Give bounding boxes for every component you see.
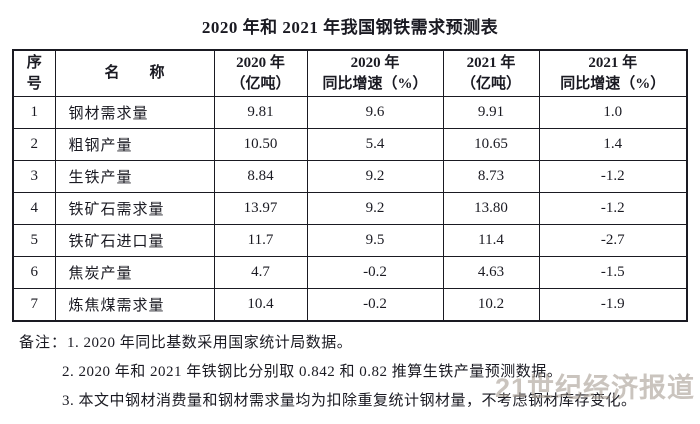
header-2020-growth-line2: 同比增速（%） — [322, 75, 428, 92]
header-2020-amount: 2020 年 （亿吨） — [213, 49, 308, 97]
cell-2021-amount: 10.2 — [442, 288, 540, 322]
header-name: 名 称 — [54, 49, 215, 97]
table-row: 4 铁矿石需求量 13.97 9.2 13.80 -1.2 — [12, 192, 688, 225]
header-2021-growth-line2: 同比增速（%） — [560, 75, 666, 92]
header-2020-amount-line2: （亿吨） — [230, 75, 291, 92]
cell-2021-amount: 8.73 — [442, 160, 540, 193]
cell-index: 6 — [12, 256, 56, 289]
header-2021-growth: 2021 年 同比增速（%） — [538, 49, 688, 97]
note-item: 2. 2020 年和 2021 年铁钢比分别取 0.842 和 0.82 推算生… — [62, 364, 563, 380]
header-2021-growth-line1: 2021 年 — [588, 55, 638, 72]
cell-index: 1 — [12, 96, 56, 129]
header-index-line1: 序 — [26, 55, 42, 72]
table-row: 7 炼焦煤需求量 10.4 -0.2 10.2 -1.9 — [12, 288, 688, 322]
cell-2021-growth: -1.5 — [538, 256, 688, 289]
cell-2021-amount: 11.4 — [442, 224, 540, 257]
cell-name: 炼焦煤需求量 — [54, 288, 215, 322]
cell-2020-amount: 8.84 — [213, 160, 308, 193]
cell-2020-amount: 11.7 — [213, 224, 308, 257]
cell-name: 焦炭产量 — [54, 256, 215, 289]
header-2020-growth: 2020 年 同比增速（%） — [306, 49, 444, 97]
table-row: 2 粗钢产量 10.50 5.4 10.65 1.4 — [12, 128, 688, 161]
cell-2021-growth: -2.7 — [538, 224, 688, 257]
cell-2020-growth: 9.2 — [306, 192, 444, 225]
notes-label: 备注： — [19, 335, 68, 351]
cell-2020-amount: 4.7 — [213, 256, 308, 289]
cell-name: 铁矿石需求量 — [54, 192, 215, 225]
header-row: 序 号 名 称 2020 年 （亿吨） 2020 年 同比增速（%） 2021 … — [12, 49, 688, 97]
forecast-table: 序 号 名 称 2020 年 （亿吨） 2020 年 同比增速（%） 2021 … — [12, 49, 688, 322]
table-row: 3 生铁产量 8.84 9.2 8.73 -1.2 — [12, 160, 688, 193]
cell-name: 生铁产量 — [54, 160, 215, 193]
cell-index: 5 — [12, 224, 56, 257]
cell-2020-growth: 9.2 — [306, 160, 444, 193]
cell-2020-amount: 10.4 — [213, 288, 308, 322]
cell-index: 4 — [12, 192, 56, 225]
table-row: 6 焦炭产量 4.7 -0.2 4.63 -1.5 — [12, 256, 688, 289]
cell-2020-amount: 10.50 — [213, 128, 308, 161]
cell-name: 钢材需求量 — [54, 96, 215, 129]
cell-2020-growth: -0.2 — [306, 256, 444, 289]
note-item: 备注：1. 2020 年同比基数采用国家统计局数据。 — [19, 329, 700, 358]
note-text: 1. 2020 年同比基数采用国家统计局数据。 — [67, 335, 353, 351]
cell-2020-amount: 9.81 — [213, 96, 308, 129]
cell-2020-growth: 5.4 — [306, 128, 444, 161]
note-item: 3. 本文中钢材消费量和钢材需求量均为扣除重复统计钢材量，不考虑钢材库存变化。 — [62, 393, 637, 409]
header-2020-amount-line1: 2020 年 — [236, 55, 285, 72]
cell-name: 粗钢产量 — [54, 128, 215, 161]
table-header: 序 号 名 称 2020 年 （亿吨） 2020 年 同比增速（%） 2021 … — [12, 49, 688, 97]
cell-2021-growth: -1.2 — [538, 160, 688, 193]
cell-name: 铁矿石进口量 — [54, 224, 215, 257]
cell-index: 2 — [12, 128, 56, 161]
cell-2021-growth: 1.4 — [538, 128, 688, 161]
page-title: 2020 年和 2021 年我国钢铁需求预测表 — [201, 18, 499, 37]
header-index: 序 号 — [12, 49, 56, 97]
cell-2021-amount: 13.80 — [442, 192, 540, 225]
cell-2020-growth: 9.6 — [306, 96, 444, 129]
table-body: 1 钢材需求量 9.81 9.6 9.91 1.0 2 粗钢产量 10.50 5… — [12, 96, 688, 322]
header-2020-growth-line1: 2020 年 — [350, 55, 400, 72]
table-row: 1 钢材需求量 9.81 9.6 9.91 1.0 — [12, 96, 688, 129]
header-2021-amount-line2: （亿吨） — [460, 75, 521, 92]
cell-2021-growth: 1.0 — [538, 96, 688, 129]
cell-2020-amount: 13.97 — [213, 192, 308, 225]
cell-2020-growth: 9.5 — [306, 224, 444, 257]
cell-2021-growth: -1.9 — [538, 288, 688, 322]
table-row: 5 铁矿石进口量 11.7 9.5 11.4 -2.7 — [12, 224, 688, 257]
cell-index: 7 — [12, 288, 56, 322]
header-2021-amount-line1: 2021 年 — [466, 55, 516, 72]
cell-2020-growth: -0.2 — [306, 288, 444, 322]
header-index-line2: 号 — [26, 75, 42, 92]
notes: 备注：1. 2020 年同比基数采用国家统计局数据。 2. 2020 年和 20… — [19, 329, 700, 416]
header-2021-amount: 2021 年 （亿吨） — [442, 49, 540, 97]
cell-2021-growth: -1.2 — [538, 192, 688, 225]
cell-2021-amount: 9.91 — [442, 96, 540, 129]
cell-2021-amount: 10.65 — [442, 128, 540, 161]
cell-2021-amount: 4.63 — [442, 256, 540, 289]
cell-index: 3 — [12, 160, 56, 193]
